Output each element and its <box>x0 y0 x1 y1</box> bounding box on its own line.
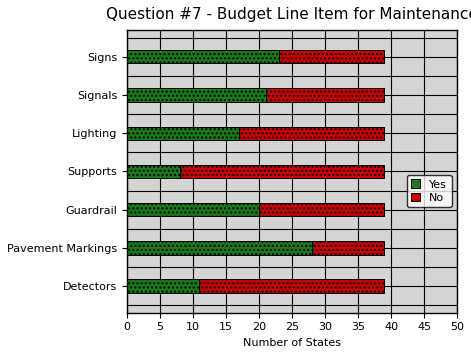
Bar <box>127 126 239 140</box>
Bar <box>312 241 384 255</box>
Bar <box>127 50 279 64</box>
Bar <box>127 203 259 216</box>
Bar <box>127 88 266 102</box>
Bar <box>239 126 384 140</box>
Bar <box>127 88 266 102</box>
Bar <box>259 203 384 216</box>
Bar <box>179 165 384 178</box>
Bar <box>239 126 384 140</box>
Bar <box>279 50 384 64</box>
Bar <box>127 241 312 255</box>
Bar <box>312 241 384 255</box>
X-axis label: Number of States: Number of States <box>243 338 341 348</box>
Bar <box>127 50 279 64</box>
Bar <box>266 88 384 102</box>
Bar <box>179 165 384 178</box>
Bar <box>127 279 199 293</box>
Bar <box>127 165 179 178</box>
Bar <box>127 165 179 178</box>
Bar <box>259 203 384 216</box>
Bar <box>127 241 312 255</box>
Bar <box>199 279 384 293</box>
Bar <box>266 88 384 102</box>
Bar <box>127 126 239 140</box>
Title: Question #7 - Budget Line Item for Maintenance: Question #7 - Budget Line Item for Maint… <box>106 7 471 22</box>
Bar <box>199 279 384 293</box>
Bar <box>279 50 384 64</box>
Legend: Yes, No: Yes, No <box>407 175 452 207</box>
Bar <box>127 279 199 293</box>
Bar <box>127 203 259 216</box>
